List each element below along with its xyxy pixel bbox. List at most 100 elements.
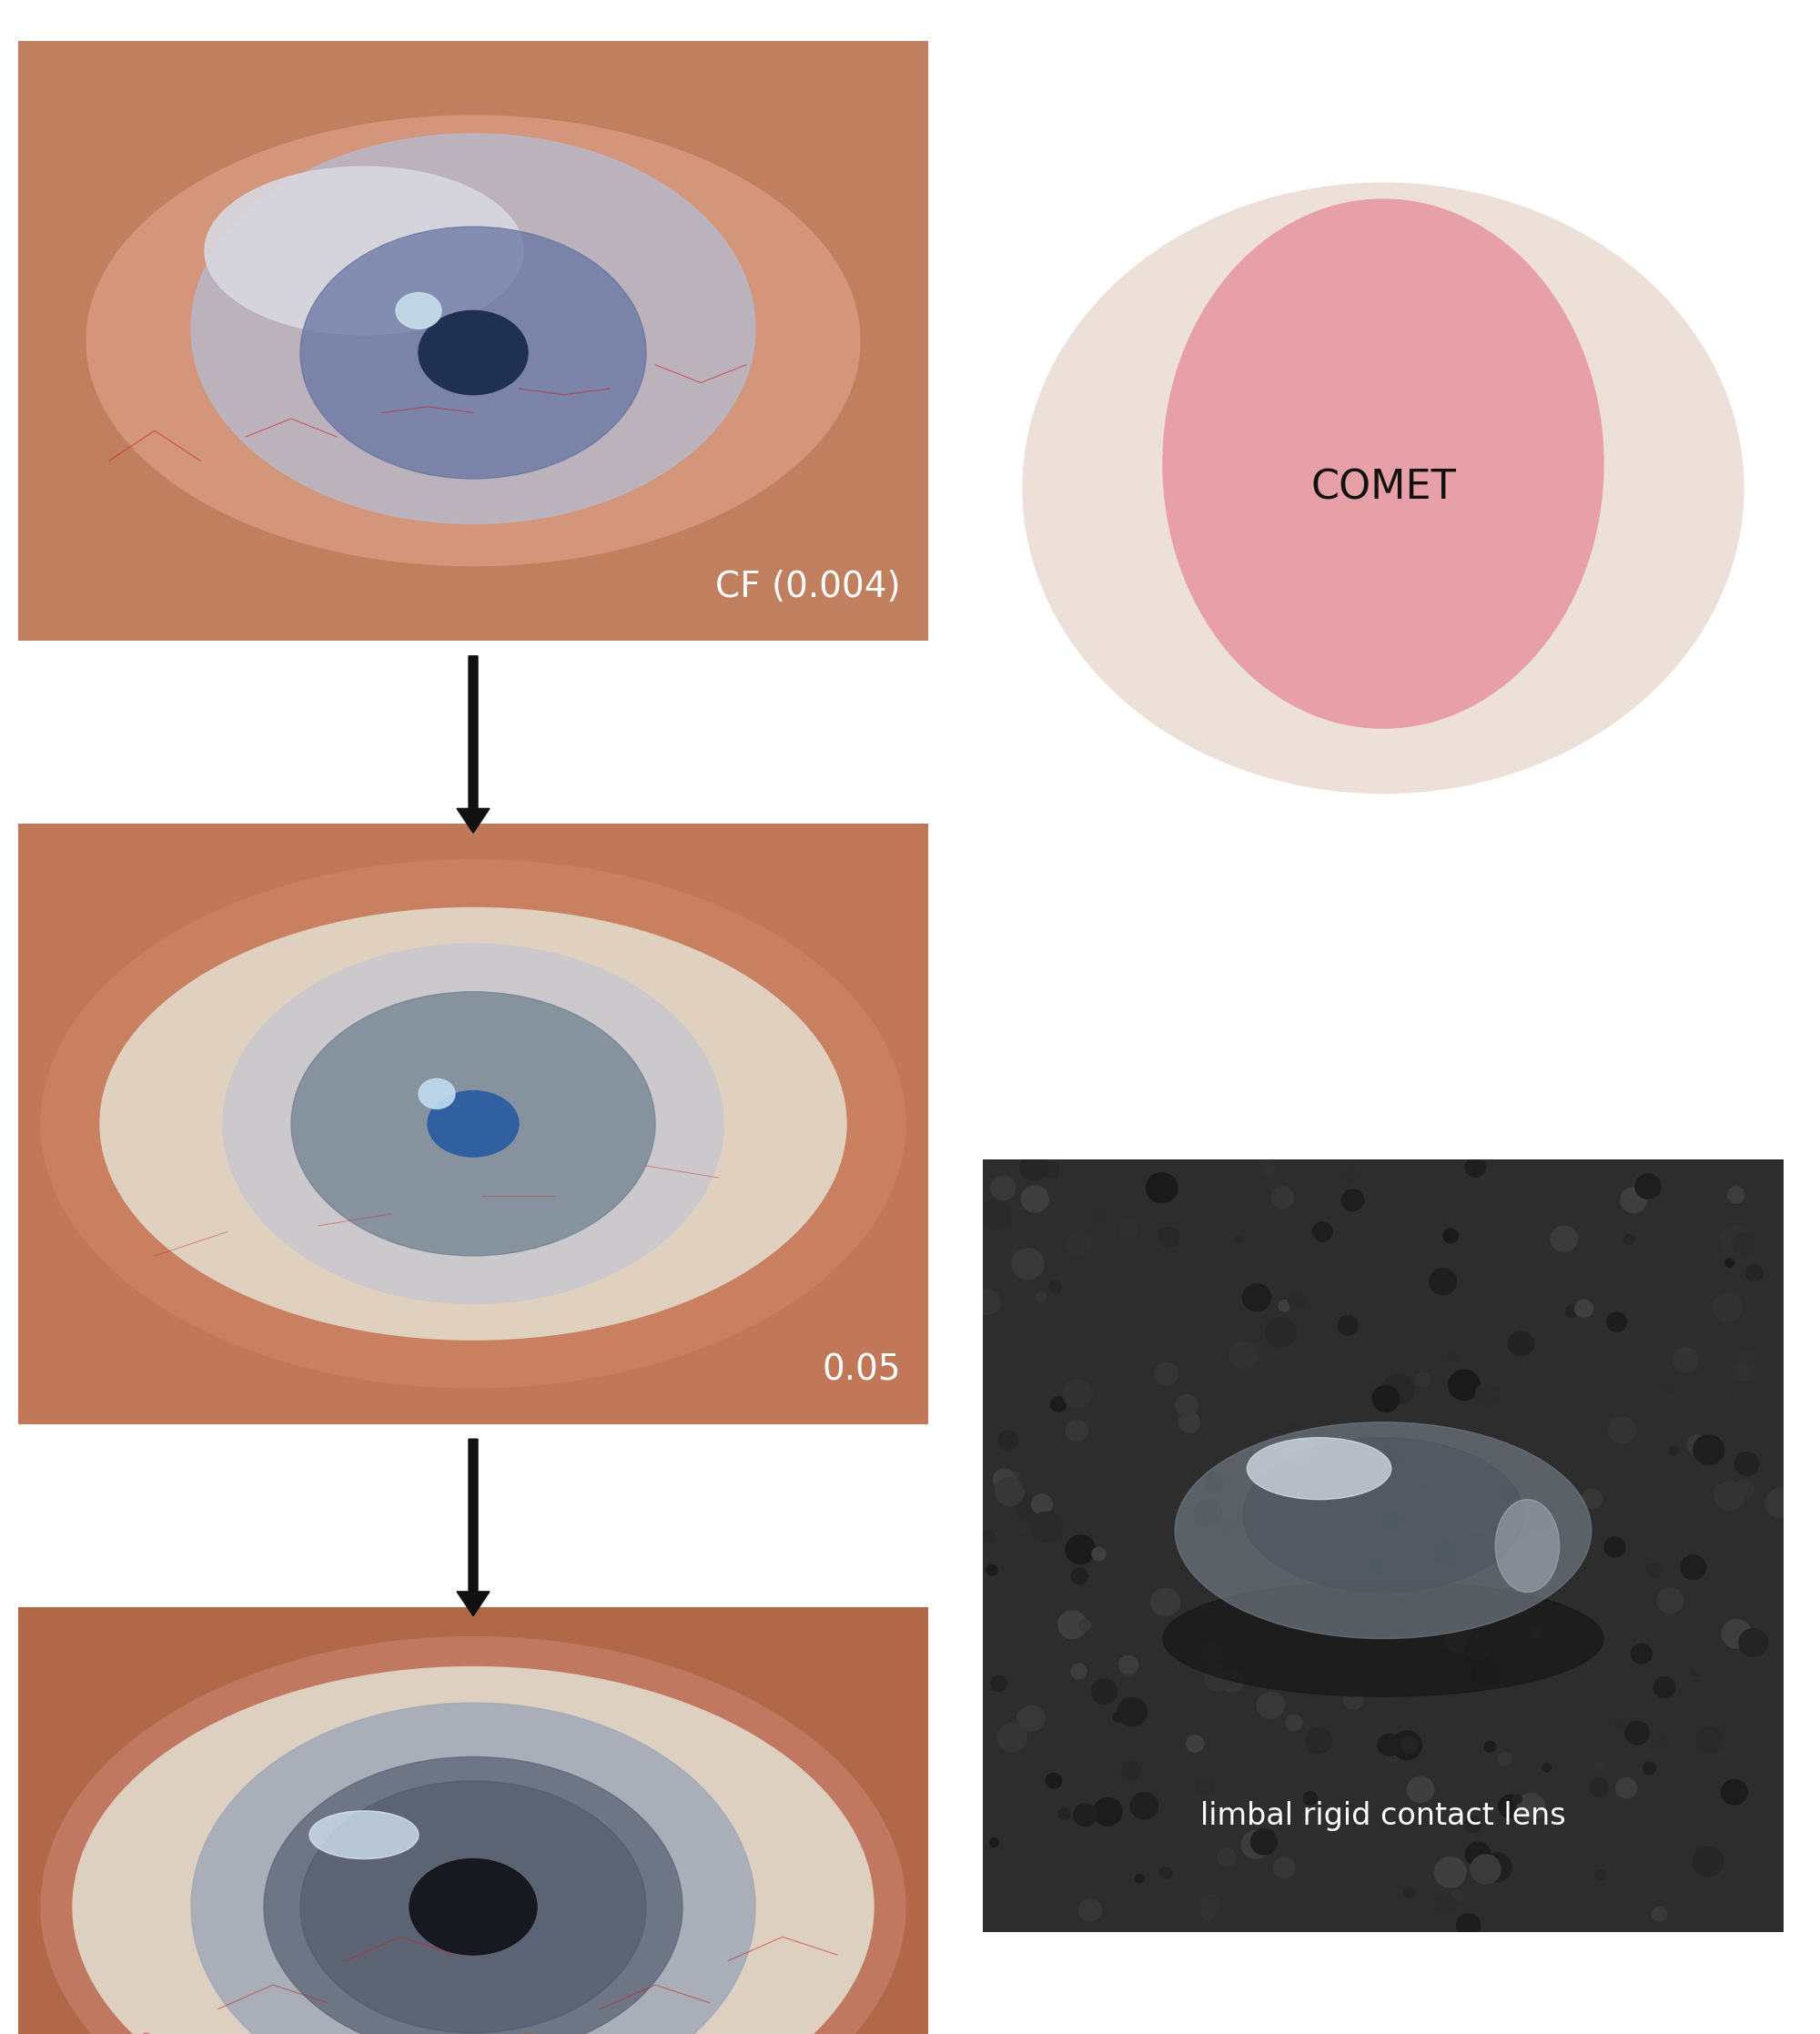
Circle shape (1198, 1780, 1214, 1794)
Circle shape (1745, 1265, 1764, 1281)
Text: 0.05: 0.05 (823, 1353, 901, 1387)
Circle shape (1574, 1300, 1592, 1318)
Circle shape (1727, 1186, 1744, 1204)
Circle shape (1258, 1692, 1285, 1719)
Circle shape (1063, 1379, 1092, 1408)
Circle shape (1518, 1794, 1545, 1820)
Circle shape (1443, 1229, 1458, 1243)
Circle shape (1201, 1908, 1214, 1920)
Circle shape (1205, 1473, 1223, 1493)
Circle shape (1050, 1397, 1067, 1412)
Circle shape (1159, 1867, 1172, 1879)
Circle shape (1119, 1222, 1138, 1239)
Circle shape (1070, 1664, 1087, 1678)
Circle shape (1416, 1373, 1431, 1387)
Circle shape (1738, 1629, 1767, 1656)
Circle shape (990, 1839, 999, 1847)
Circle shape (1663, 1383, 1673, 1393)
Ellipse shape (1243, 1438, 1523, 1593)
Text: COMET: COMET (1310, 468, 1456, 508)
Circle shape (1693, 1847, 1724, 1877)
Circle shape (1451, 1890, 1463, 1902)
Circle shape (1079, 1619, 1090, 1631)
Circle shape (979, 1200, 1010, 1231)
Circle shape (1228, 1342, 1258, 1369)
Circle shape (1261, 1163, 1274, 1176)
Circle shape (1696, 1727, 1724, 1751)
Ellipse shape (222, 944, 724, 1304)
Circle shape (1745, 1731, 1762, 1745)
Circle shape (1070, 1568, 1088, 1584)
Circle shape (1687, 1434, 1707, 1454)
Circle shape (1036, 1292, 1046, 1302)
Circle shape (1616, 1778, 1636, 1798)
Circle shape (1374, 1446, 1403, 1475)
Ellipse shape (419, 1078, 455, 1109)
Circle shape (1052, 1220, 1079, 1249)
Circle shape (1498, 1796, 1522, 1818)
Circle shape (1512, 1794, 1522, 1804)
Circle shape (1509, 1332, 1534, 1357)
Ellipse shape (73, 1668, 874, 2034)
Circle shape (1401, 1737, 1418, 1753)
Circle shape (1305, 1729, 1332, 1753)
Circle shape (1243, 1283, 1270, 1312)
Circle shape (1680, 1556, 1705, 1580)
Circle shape (1201, 1894, 1221, 1914)
Circle shape (996, 1479, 1025, 1505)
Circle shape (1765, 1489, 1796, 1517)
Circle shape (1502, 1485, 1518, 1501)
Circle shape (1582, 1489, 1602, 1507)
Ellipse shape (87, 116, 861, 565)
Circle shape (1012, 1471, 1019, 1479)
Ellipse shape (191, 1702, 755, 2034)
Circle shape (1734, 1452, 1758, 1475)
Circle shape (1150, 1589, 1179, 1617)
Circle shape (974, 1290, 999, 1314)
Circle shape (1267, 1434, 1289, 1454)
Circle shape (1722, 1619, 1751, 1648)
Circle shape (1465, 1843, 1491, 1865)
Circle shape (1014, 1493, 1043, 1521)
Circle shape (1565, 1306, 1578, 1318)
Circle shape (1436, 1894, 1456, 1914)
Circle shape (1733, 1233, 1754, 1255)
Circle shape (1130, 1792, 1158, 1818)
Circle shape (1021, 1186, 1048, 1212)
Ellipse shape (410, 1859, 537, 1955)
Circle shape (1714, 1481, 1744, 1509)
Circle shape (1385, 1322, 1414, 1349)
Circle shape (1194, 1499, 1221, 1526)
Circle shape (1341, 1190, 1363, 1210)
Circle shape (1434, 1857, 1467, 1888)
Circle shape (1693, 1650, 1720, 1676)
Circle shape (1219, 1519, 1234, 1534)
Circle shape (1176, 1395, 1198, 1416)
Circle shape (997, 1430, 1017, 1450)
Circle shape (1001, 1229, 1034, 1259)
Circle shape (986, 1564, 997, 1574)
Circle shape (1465, 1157, 1485, 1178)
Circle shape (1057, 1611, 1087, 1639)
Circle shape (1445, 1625, 1472, 1652)
Circle shape (1542, 1763, 1551, 1772)
Circle shape (1403, 1888, 1414, 1898)
Circle shape (1303, 1792, 1318, 1804)
Circle shape (1658, 1735, 1669, 1747)
Circle shape (1067, 1233, 1090, 1255)
Circle shape (1449, 1371, 1480, 1399)
Circle shape (1017, 1711, 1030, 1723)
Circle shape (1594, 1869, 1605, 1879)
Circle shape (1121, 1761, 1141, 1780)
Circle shape (1481, 1853, 1512, 1881)
Circle shape (1631, 1643, 1653, 1664)
Circle shape (1043, 1161, 1059, 1178)
Circle shape (1471, 1855, 1501, 1883)
Circle shape (1092, 1678, 1117, 1704)
Circle shape (1092, 1548, 1107, 1560)
Circle shape (1272, 1186, 1294, 1208)
Circle shape (990, 1676, 1006, 1690)
Circle shape (1531, 1505, 1547, 1521)
Circle shape (1432, 1540, 1458, 1564)
Circle shape (1219, 1670, 1243, 1692)
